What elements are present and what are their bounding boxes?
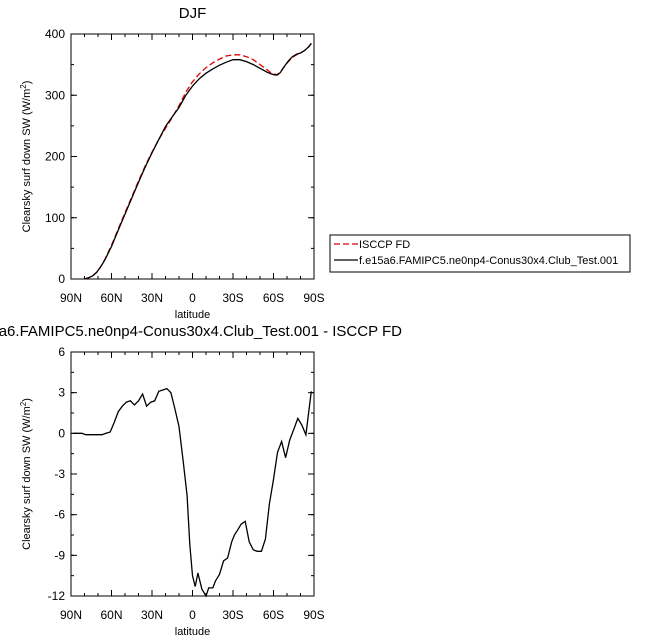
x-tick-label: 30N [141, 291, 163, 305]
x-axis-label: latitude [175, 309, 210, 321]
y-tick-label: -3 [54, 467, 65, 481]
y-axis-label: Clearsky surf down SW (W/m2) [19, 398, 34, 550]
x-tick-label: 0 [189, 608, 196, 622]
y-tick-label: 400 [45, 27, 65, 41]
y-tick-label: 200 [45, 150, 65, 164]
legend: ISCCP FD f.e15a6.FAMIPC5.ne0np4-Conus30x4… [329, 234, 631, 273]
x-tick-label: 60N [100, 608, 122, 622]
x-tick-label: 90S [303, 291, 324, 305]
series-line-1 [84, 43, 312, 280]
y-tick-label: -9 [54, 548, 65, 562]
chart-title: 15a6.FAMIPC5.ne0np4-Conus30x4.Club_Test.… [0, 323, 402, 340]
y-tick-label: -12 [48, 589, 66, 603]
x-tick-label: 90N [60, 291, 82, 305]
legend-label-2: f.e15a6.FAMIPC5.ne0np4-Conus30x4.Club_Te… [359, 255, 618, 267]
y-axis-label: Clearsky surf down SW (W/m2) [19, 81, 34, 233]
x-tick-label: 0 [189, 291, 196, 305]
series-line-1 [73, 387, 312, 598]
x-tick-label: 30N [141, 608, 163, 622]
y-tick-label: 6 [58, 345, 65, 359]
x-tick-label: 90N [60, 608, 82, 622]
y-tick-label: 0 [58, 426, 65, 440]
chart-title: DJF [179, 5, 207, 22]
y-tick-label: -6 [54, 508, 65, 522]
x-tick-label: 60S [263, 291, 284, 305]
x-axis-label: latitude [175, 626, 210, 638]
y-tick-label: 3 [58, 386, 65, 400]
y-tick-label: 100 [45, 211, 65, 225]
x-tick-label: 30S [222, 291, 243, 305]
x-tick-label: 90S [303, 608, 324, 622]
x-tick-label: 30S [222, 608, 243, 622]
legend-box [329, 234, 631, 273]
y-tick-label: 0 [58, 272, 65, 286]
chart-panel-2: 15a6.FAMIPC5.ne0np4-Conus30x4.Club_Test.… [0, 323, 402, 638]
legend-label-1: ISCCP FD [359, 239, 410, 251]
x-tick-label: 60S [263, 608, 284, 622]
plot-frame [70, 33, 315, 280]
y-tick-label: 300 [45, 88, 65, 102]
chart-panel-1: DJF 90N 60N 30N 0 30S 60S 90S 0 100 200 300 400 latit… [19, 5, 631, 321]
x-tick-label: 60N [100, 291, 122, 305]
series-line-2 [84, 42, 312, 280]
plot-frame [70, 351, 315, 597]
